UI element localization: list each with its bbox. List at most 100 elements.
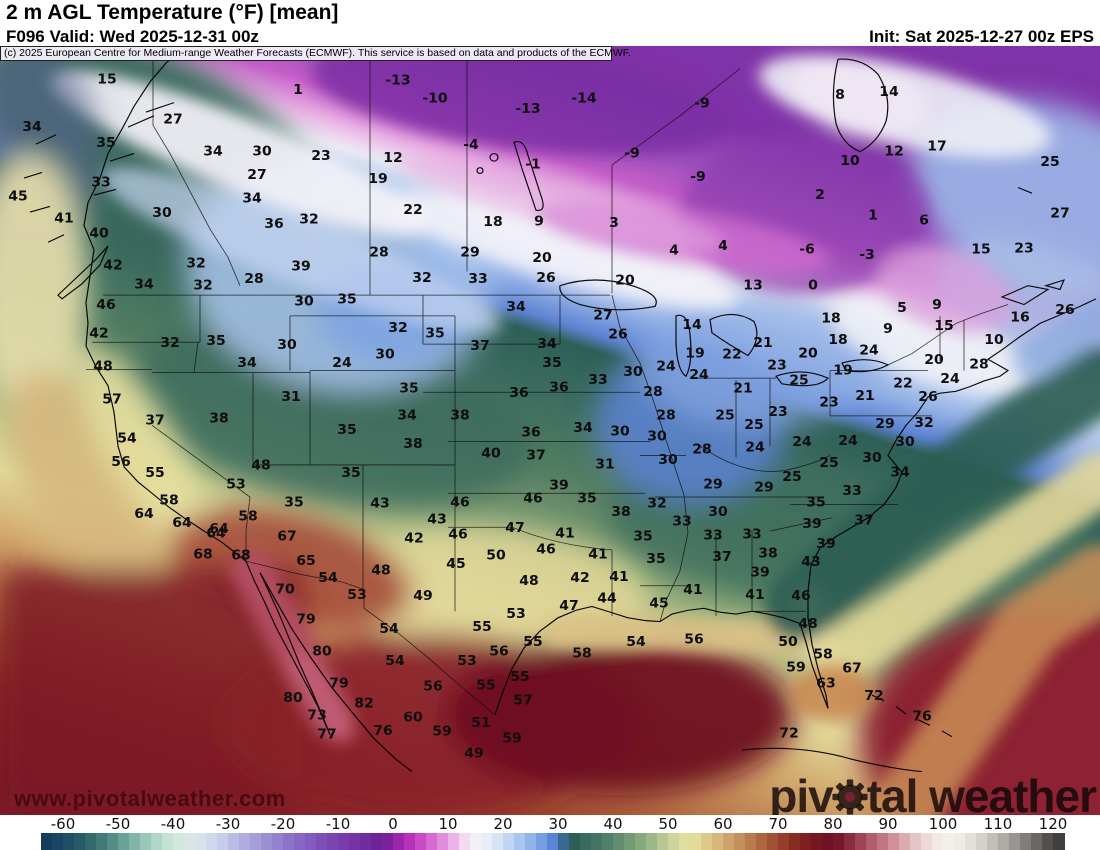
temp-label: 37 [854, 513, 873, 529]
colorbar-cell [1031, 833, 1043, 850]
temp-label: 12 [884, 144, 903, 160]
temp-label: 28 [969, 357, 988, 373]
temp-label: 58 [159, 493, 178, 509]
colorbar-cell [239, 833, 251, 850]
temp-label: 41 [555, 526, 574, 542]
temp-label: 29 [703, 477, 722, 493]
temp-label: 73 [307, 708, 326, 724]
gear-icon [832, 779, 868, 815]
colorbar-cell [426, 833, 438, 850]
temp-label: 32 [647, 496, 666, 512]
colorbar-tick: 110 [983, 815, 1013, 833]
colorbar [0, 833, 1100, 850]
temp-label: -9 [694, 96, 710, 112]
temp-label: 38 [209, 411, 228, 427]
temp-label: 64 [209, 521, 228, 537]
temp-label: 42 [103, 258, 122, 274]
temp-label: 35 [542, 355, 561, 371]
colorbar-cell [250, 833, 262, 850]
temp-label: 55 [145, 466, 164, 482]
colorbar-cell [690, 833, 702, 850]
colorbar-cell [987, 833, 999, 850]
colorbar-tick: 90 [878, 815, 898, 833]
colorbar-cell [448, 833, 460, 850]
temp-label: 58 [572, 646, 591, 662]
colorbar-cell [976, 833, 988, 850]
temp-label: 35 [337, 292, 356, 308]
logo-text-left: piv [769, 770, 833, 815]
temp-label: 19 [685, 346, 704, 362]
temp-label: 53 [347, 587, 366, 603]
colorbar-cell [833, 833, 845, 850]
colorbar-cell [52, 833, 64, 850]
colorbar-tick-labels: -60 -50 -40 -30 -20 -10 0 10 20 30 40 50 60 70 80 90 100… [0, 815, 1100, 833]
temp-label: 24 [656, 359, 675, 375]
temp-label: 36 [264, 216, 283, 232]
colorbar-cell [668, 833, 680, 850]
temp-label: 6 [919, 213, 929, 229]
temp-label: 9 [534, 214, 544, 230]
colorbar-cell [129, 833, 141, 850]
temp-label: 35 [806, 495, 825, 511]
temp-label: 18 [821, 311, 840, 327]
temp-label: 55 [476, 678, 495, 694]
temp-label: 35 [646, 551, 665, 567]
colorbar-tick: 0 [388, 815, 398, 833]
temp-label: 22 [403, 202, 422, 218]
colorbar-tick: -30 [215, 815, 241, 833]
temp-label: 34 [22, 119, 41, 135]
temp-label: 54 [626, 634, 645, 650]
temp-label: 33 [588, 372, 607, 388]
temp-label: 50 [486, 548, 505, 564]
map-coastlines [23, 47, 1097, 773]
temp-label: 17 [927, 139, 946, 155]
temp-label: 25 [1040, 154, 1059, 170]
colorbar-cell [1053, 833, 1065, 850]
temp-label: 39 [802, 517, 821, 533]
temp-label: 37 [470, 338, 489, 354]
temp-label: 32 [914, 416, 933, 432]
colorbar-cell [371, 833, 383, 850]
colorbar-cell [580, 833, 592, 850]
temp-label: 2 [815, 187, 825, 203]
colorbar-cell [195, 833, 207, 850]
temp-label: 22 [893, 376, 912, 392]
temp-label: 41 [683, 583, 702, 599]
colorbar-cell [228, 833, 240, 850]
temp-label: 29 [754, 480, 773, 496]
temp-label: 53 [457, 653, 476, 669]
temp-label: 59 [432, 724, 451, 740]
temp-label: 33 [672, 514, 691, 530]
colorbar-cell [866, 833, 878, 850]
temp-label: 34 [890, 465, 909, 481]
temp-label: 19 [368, 171, 387, 187]
colorbar-cell [118, 833, 130, 850]
temp-label: 54 [379, 621, 398, 637]
colorbar-cell [558, 833, 570, 850]
colorbar-cell [63, 833, 75, 850]
temp-label: 1 [868, 208, 878, 224]
temp-label: -9 [690, 169, 706, 185]
colorbar-cell [294, 833, 306, 850]
colorbar-cell [778, 833, 790, 850]
colorbar-cell [404, 833, 416, 850]
temp-label: 29 [460, 245, 479, 261]
temp-label: 68 [231, 548, 250, 564]
init-time-label: Init: Sat 2025-12-27 00z EPS [869, 27, 1094, 46]
copyright-bar: (c) 2025 European Centre for Medium-rang… [0, 46, 631, 61]
colorbar-tick: 50 [658, 815, 678, 833]
temp-label: 48 [371, 563, 390, 579]
temp-label: 36 [509, 385, 528, 401]
temp-label: 30 [862, 450, 881, 466]
temp-label: 35 [633, 529, 652, 545]
temp-label: 53 [226, 477, 245, 493]
colorbar-cell [822, 833, 834, 850]
temp-label: 40 [481, 446, 500, 462]
temp-label: 21 [733, 381, 752, 397]
colorbar-cell [85, 833, 97, 850]
colorbar-cell [965, 833, 977, 850]
temp-label: 8 [835, 87, 845, 103]
colorbar-cell [1009, 833, 1021, 850]
map-area[interactable]: 15 1 34 27 35 34 30 23 27 33 34 45 30 36 32 41 40 42 32 39 2… [0, 46, 1100, 815]
